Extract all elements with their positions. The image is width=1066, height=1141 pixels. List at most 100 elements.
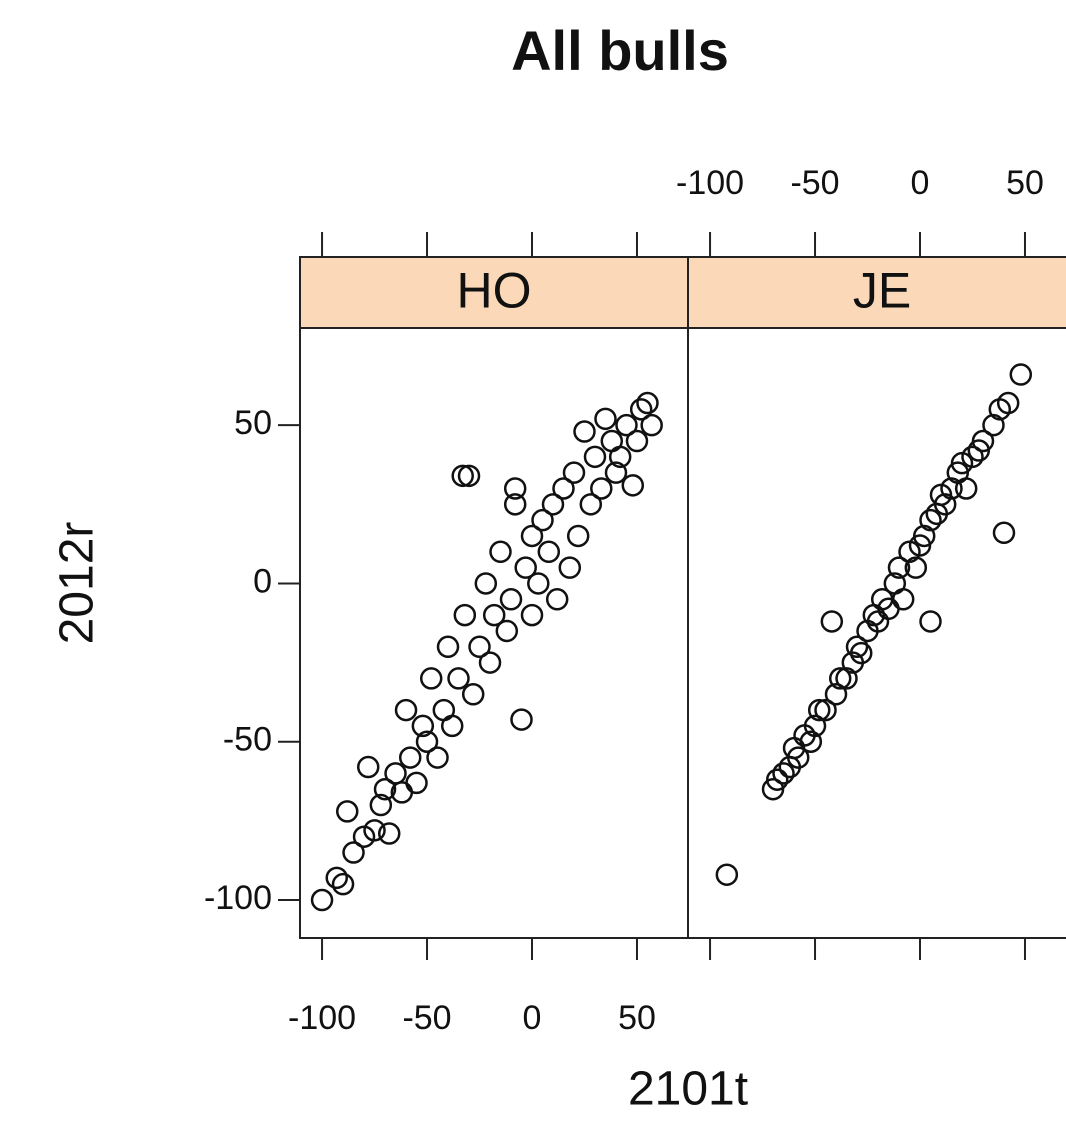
point — [474, 572, 498, 595]
y-tick-label: 0 — [253, 562, 272, 600]
point — [849, 641, 873, 665]
x-tick-label: 0 — [523, 999, 542, 1037]
point — [891, 588, 915, 611]
point — [765, 768, 789, 791]
x-tick-label: -50 — [790, 164, 839, 202]
point — [583, 445, 607, 469]
point — [625, 429, 649, 453]
point — [514, 556, 537, 579]
point — [482, 603, 506, 627]
point — [562, 461, 586, 484]
strip-label: JE — [853, 263, 911, 319]
point — [510, 708, 533, 731]
point — [573, 420, 596, 443]
point — [887, 556, 911, 579]
point — [398, 746, 422, 769]
y-tick-label: -50 — [223, 721, 272, 759]
point — [342, 841, 365, 864]
point — [453, 603, 477, 627]
point — [636, 391, 659, 415]
point — [440, 714, 464, 738]
point — [579, 493, 603, 516]
point — [331, 872, 355, 896]
x-tick-label: -100 — [288, 999, 356, 1037]
point — [356, 755, 380, 779]
point — [426, 746, 449, 769]
x-tick-label: -100 — [676, 164, 744, 202]
point — [912, 524, 936, 548]
point — [468, 635, 491, 659]
point — [461, 683, 485, 706]
point — [447, 667, 470, 690]
point — [499, 588, 523, 611]
point — [411, 714, 435, 738]
point — [954, 477, 978, 500]
point — [828, 667, 852, 690]
point — [772, 762, 795, 785]
point — [537, 540, 561, 564]
point — [335, 800, 359, 823]
point — [992, 521, 1016, 545]
point — [405, 771, 428, 795]
point — [503, 477, 527, 500]
point — [786, 746, 810, 769]
point — [715, 863, 739, 886]
point — [457, 464, 481, 488]
x-tick-label: 50 — [1006, 164, 1044, 202]
point — [415, 730, 439, 753]
point — [640, 413, 663, 437]
point — [604, 461, 628, 484]
point — [541, 493, 565, 516]
y-tick-label: 50 — [234, 404, 272, 442]
point — [799, 730, 823, 753]
point — [629, 398, 653, 421]
panel — [299, 327, 689, 939]
point — [940, 477, 963, 500]
point — [363, 819, 386, 842]
point — [814, 698, 837, 722]
point — [566, 524, 590, 548]
point — [436, 635, 460, 659]
point — [527, 572, 550, 595]
point — [803, 714, 827, 738]
point — [621, 474, 645, 497]
point — [394, 698, 418, 722]
point — [489, 540, 512, 564]
x-tick-label: -50 — [402, 999, 451, 1037]
point — [845, 635, 869, 659]
point — [451, 464, 474, 488]
point — [982, 413, 1005, 437]
point — [545, 588, 569, 611]
point — [478, 651, 502, 674]
point — [558, 556, 582, 579]
y-tick-label: -100 — [204, 879, 272, 917]
point — [996, 391, 1020, 415]
point — [594, 407, 617, 431]
point — [615, 413, 638, 437]
point — [373, 777, 397, 801]
point — [919, 610, 942, 633]
point — [520, 603, 544, 627]
point — [971, 429, 995, 453]
point — [531, 508, 554, 532]
point — [369, 793, 393, 817]
point — [419, 667, 443, 690]
chart-title: All bulls — [511, 19, 729, 82]
strip-label: HO — [457, 263, 532, 319]
point — [904, 556, 928, 579]
point — [1009, 363, 1033, 386]
point — [807, 698, 831, 722]
point — [590, 477, 613, 500]
point — [835, 667, 858, 690]
point — [552, 477, 575, 500]
point — [608, 445, 632, 469]
y-axis-label: 2012r — [51, 522, 104, 645]
point — [325, 866, 348, 890]
point — [310, 888, 334, 912]
point — [377, 822, 401, 845]
point — [961, 445, 984, 469]
x-tick-label: 50 — [618, 999, 656, 1037]
point — [520, 524, 544, 548]
x-axis-label: 2101t — [628, 1063, 748, 1116]
x-tick-label: 0 — [911, 164, 930, 202]
